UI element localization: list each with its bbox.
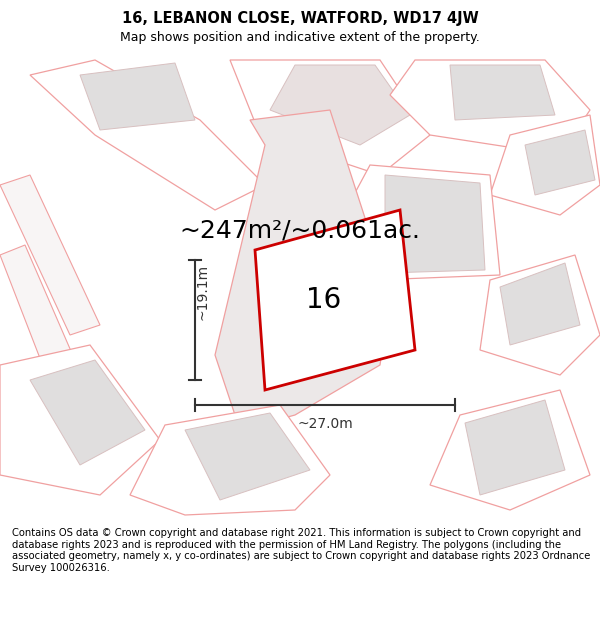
- Polygon shape: [500, 263, 580, 345]
- Polygon shape: [525, 130, 595, 195]
- Polygon shape: [385, 175, 485, 273]
- Polygon shape: [230, 60, 430, 175]
- Polygon shape: [80, 63, 195, 130]
- Polygon shape: [465, 400, 565, 495]
- Polygon shape: [30, 60, 265, 210]
- Text: 16, LEBANON CLOSE, WATFORD, WD17 4JW: 16, LEBANON CLOSE, WATFORD, WD17 4JW: [122, 11, 478, 26]
- Polygon shape: [390, 60, 590, 155]
- Polygon shape: [450, 65, 555, 120]
- Polygon shape: [335, 165, 500, 280]
- Text: Contains OS data © Crown copyright and database right 2021. This information is : Contains OS data © Crown copyright and d…: [12, 528, 590, 573]
- Text: ~247m²/~0.061ac.: ~247m²/~0.061ac.: [179, 218, 421, 242]
- Polygon shape: [480, 255, 600, 375]
- Polygon shape: [130, 405, 330, 515]
- Polygon shape: [255, 210, 415, 390]
- Polygon shape: [215, 110, 390, 430]
- Polygon shape: [0, 175, 100, 335]
- Polygon shape: [30, 360, 145, 465]
- Text: 16: 16: [306, 286, 341, 314]
- Text: ~27.0m: ~27.0m: [297, 417, 353, 431]
- Polygon shape: [185, 413, 310, 500]
- Polygon shape: [0, 345, 160, 495]
- Polygon shape: [270, 65, 410, 145]
- Polygon shape: [430, 390, 590, 510]
- Text: ~19.1m: ~19.1m: [196, 264, 210, 320]
- Polygon shape: [490, 115, 600, 215]
- Polygon shape: [0, 245, 90, 410]
- Text: Map shows position and indicative extent of the property.: Map shows position and indicative extent…: [120, 31, 480, 44]
